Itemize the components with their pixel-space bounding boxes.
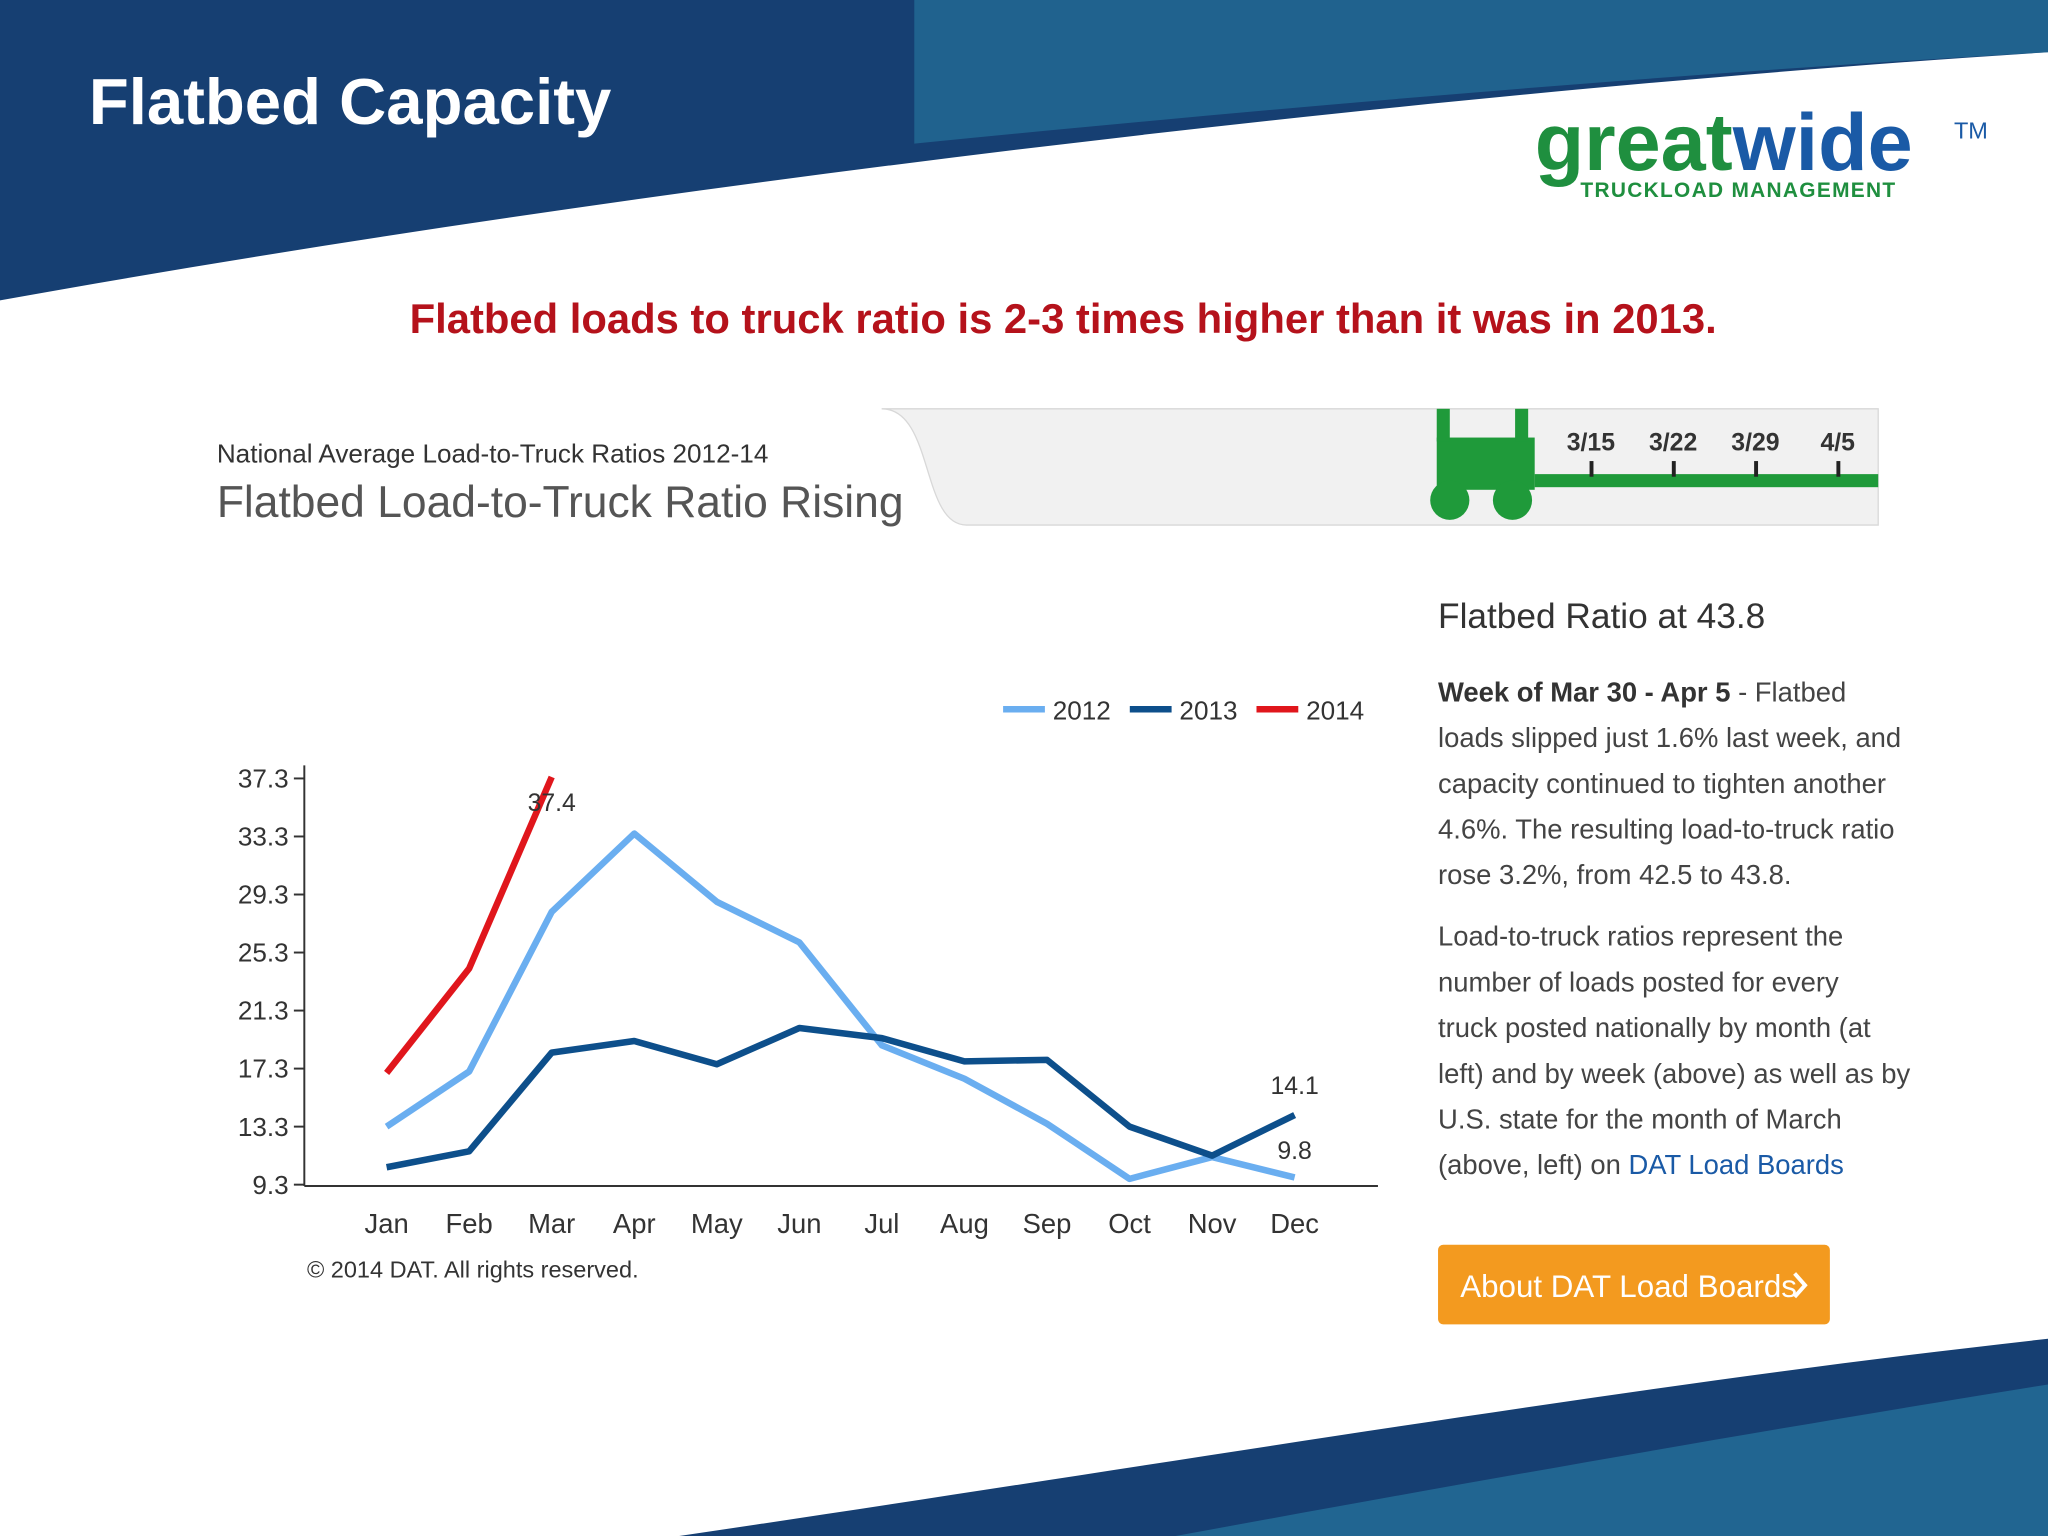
y-tick-label: 9.3 (252, 1170, 288, 1200)
copyright: © 2014 DAT. All rights reserved. (307, 1256, 639, 1282)
x-tick-label: Sep (1023, 1208, 1072, 1239)
x-tick-label: Apr (613, 1208, 656, 1239)
x-tick-label: Feb (446, 1208, 493, 1239)
x-tick-label: Jan (365, 1208, 409, 1239)
panel-kicker: National Average Load-to-Truck Ratios 20… (217, 438, 769, 468)
week-tick (1754, 461, 1759, 477)
paragraph-line: 4.6%. The resulting load-to-truck ratio (1438, 814, 1895, 845)
panel-heading: Flatbed Load-to-Truck Ratio Rising (217, 478, 904, 527)
week-label: 3/22 (1649, 430, 1697, 457)
y-tick-label: 29.3 (238, 880, 289, 910)
panel-header (881, 408, 1879, 526)
y-tick-label: 17.3 (238, 1054, 289, 1084)
week-label: 3/15 (1567, 430, 1615, 457)
data-label: 9.8 (1277, 1138, 1311, 1165)
x-tick-label: Aug (940, 1208, 989, 1239)
y-tick-label: 21.3 (238, 996, 289, 1026)
paragraph-text: (above, left) on (1438, 1149, 1628, 1180)
data-label: 37.4 (528, 790, 576, 817)
week-label: 3/29 (1731, 430, 1779, 457)
paragraph-line: Week of Mar 30 - Apr 5 - Flatbed (1438, 676, 1846, 707)
paragraph-text: Load-to-truck ratios represent the (1438, 921, 1843, 952)
paragraph-line: number of loads posted for every (1438, 966, 1839, 997)
y-tick-label: 33.3 (238, 822, 289, 852)
paragraph-line: (above, left) on DAT Load Boards (1438, 1149, 1844, 1180)
truck-icon (1430, 408, 1879, 520)
x-tick-label: Nov (1188, 1208, 1237, 1239)
logo-tm: TM (1954, 117, 1988, 143)
paragraph-line: Load-to-truck ratios represent the (1438, 921, 1843, 952)
week-tick (1836, 461, 1841, 477)
paragraph-line: capacity continued to tighten another (1438, 768, 1886, 799)
x-tick-label: Jun (777, 1208, 821, 1239)
paragraph-line: U.S. state for the month of March (1438, 1103, 1842, 1134)
paragraph-line: rose 3.2%, from 42.5 to 43.8. (1438, 859, 1791, 890)
logo: greatwide (1535, 98, 1913, 188)
bottom-swoosh-light (1175, 1384, 2048, 1536)
paragraph-bold: Week of Mar 30 - Apr 5 (1438, 676, 1730, 707)
top-swoosh-light (914, 0, 2048, 144)
series-line (385, 1024, 1297, 1171)
series-line (384, 775, 555, 1075)
paragraph-text: loads slipped just 1.6% last week, and (1438, 722, 1901, 753)
x-tick-label: Mar (528, 1208, 575, 1239)
slide-title: Flatbed Capacity (89, 65, 612, 138)
y-tick-label: 25.3 (238, 938, 289, 968)
about-button[interactable] (1438, 1244, 1830, 1325)
legend-label: 2014 (1306, 696, 1364, 726)
logo-part: great (1535, 98, 1733, 188)
button-chevron (1793, 1272, 1808, 1299)
paragraph-line: left) and by week (above) as well as by (1438, 1058, 1911, 1089)
legend-label: 2012 (1053, 696, 1111, 726)
week-label: 4/5 (1820, 430, 1855, 457)
sidebar-heading: Flatbed Ratio at 43.8 (1438, 597, 1765, 636)
x-tick-label: Jul (864, 1208, 899, 1239)
paragraph-line: truck posted nationally by month (at (1438, 1012, 1871, 1043)
data-label: 14.1 (1270, 1073, 1318, 1100)
x-tick-label: Oct (1108, 1208, 1151, 1239)
about-button-label[interactable]: About DAT Load Boards (1460, 1269, 1797, 1304)
x-tick-label: Dec (1270, 1208, 1319, 1239)
paragraph-text: U.S. state for the month of March (1438, 1103, 1842, 1134)
paragraph-text: left) and by week (above) as well as by (1438, 1058, 1911, 1089)
paragraph-text: truck posted nationally by month (at (1438, 1012, 1871, 1043)
logo-tagline: TRUCKLOAD MANAGEMENT (1580, 179, 1896, 202)
logo-part: wide (1732, 98, 1913, 188)
legend-label: 2013 (1179, 696, 1237, 726)
paragraph-line: loads slipped just 1.6% last week, and (1438, 722, 1901, 753)
week-tick (1589, 461, 1594, 477)
y-tick-label: 13.3 (238, 1112, 289, 1142)
paragraph-text: capacity continued to tighten another (1438, 768, 1886, 799)
paragraph-link[interactable]: DAT Load Boards (1628, 1149, 1843, 1180)
paragraph-text: - Flatbed (1730, 676, 1846, 707)
week-tick (1671, 461, 1676, 477)
paragraph-text: number of loads posted for every (1438, 966, 1839, 997)
series-line (384, 830, 1296, 1183)
x-tick-label: May (691, 1208, 743, 1239)
paragraph-text: rose 3.2%, from 42.5 to 43.8. (1438, 859, 1791, 890)
y-tick-label: 37.3 (238, 764, 289, 794)
headline: Flatbed loads to truck ratio is 2-3 time… (410, 295, 1717, 342)
paragraph-text: 4.6%. The resulting load-to-truck ratio (1438, 814, 1895, 845)
